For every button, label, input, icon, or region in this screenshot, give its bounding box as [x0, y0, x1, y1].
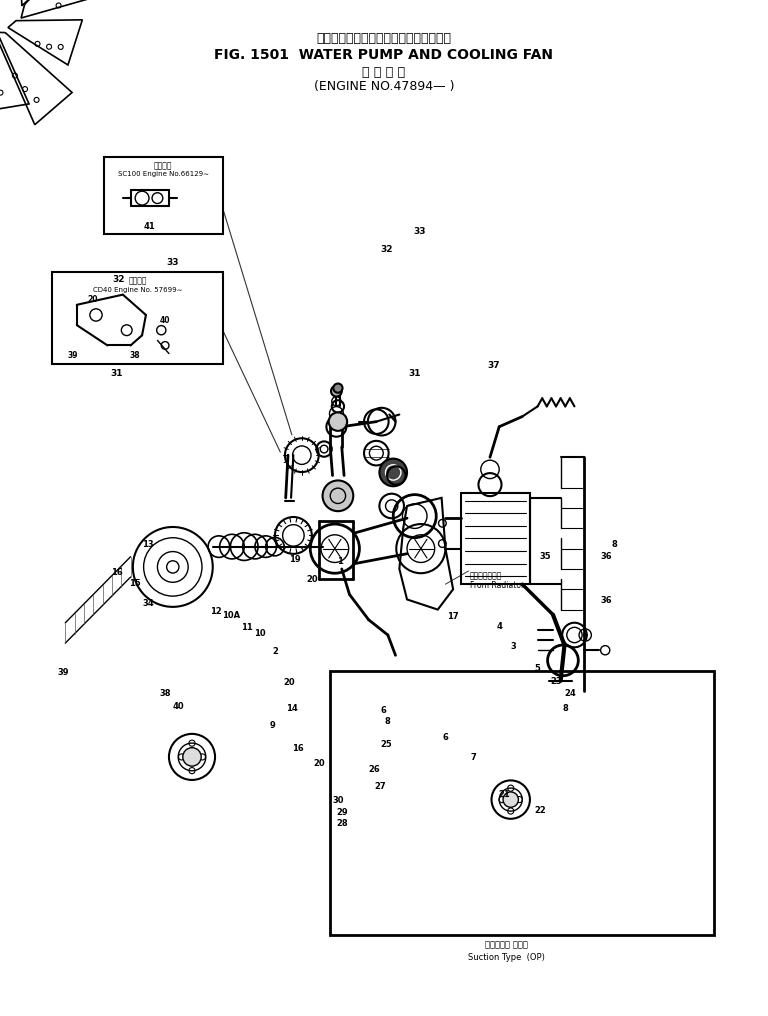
Text: 23: 23	[550, 678, 562, 686]
Text: 24: 24	[564, 690, 576, 698]
Text: 38: 38	[129, 352, 140, 360]
Text: 32: 32	[113, 275, 125, 283]
Text: 8: 8	[562, 704, 568, 712]
Circle shape	[379, 458, 407, 487]
Text: 15: 15	[129, 579, 141, 587]
Circle shape	[503, 791, 518, 808]
Text: 41: 41	[144, 223, 156, 231]
Text: 7: 7	[471, 754, 477, 762]
Text: 4: 4	[497, 623, 503, 631]
Text: 20: 20	[306, 575, 319, 583]
Text: CD40 Engine No. 57699∼: CD40 Engine No. 57699∼	[93, 287, 182, 293]
Circle shape	[323, 481, 353, 511]
Text: 26: 26	[368, 765, 380, 773]
Text: 適用号機: 適用号機	[128, 276, 147, 284]
Text: 16: 16	[292, 745, 304, 753]
Text: 適 用 号 機: 適 用 号 機	[362, 66, 406, 78]
Text: ラジエータから
From Radiator: ラジエータから From Radiator	[470, 571, 525, 590]
Text: 9: 9	[270, 721, 276, 729]
Text: 38: 38	[160, 690, 170, 698]
Text: 10: 10	[253, 630, 266, 638]
Text: FIG. 1501  WATER PUMP AND COOLING FAN: FIG. 1501 WATER PUMP AND COOLING FAN	[214, 48, 554, 62]
Text: 30: 30	[333, 797, 343, 805]
Text: 33: 33	[167, 258, 179, 266]
Text: 31: 31	[409, 370, 421, 378]
Text: 28: 28	[336, 820, 349, 828]
Text: 2: 2	[272, 647, 278, 655]
Text: 29: 29	[336, 809, 349, 817]
Text: 12: 12	[210, 608, 222, 616]
Text: 33: 33	[413, 228, 425, 236]
Text: 適用号機: 適用号機	[154, 162, 173, 170]
Text: 13: 13	[141, 541, 154, 549]
Text: 39: 39	[58, 669, 68, 677]
Text: 3: 3	[510, 642, 516, 650]
Text: 34: 34	[142, 599, 154, 608]
Text: 5: 5	[534, 664, 540, 673]
Text: SC100 Engine No.66129∼: SC100 Engine No.66129∼	[118, 171, 209, 177]
Text: ウォータポンプおよびクーリングファン: ウォータポンプおよびクーリングファン	[316, 33, 452, 45]
Text: 8: 8	[611, 541, 617, 549]
Text: 22: 22	[535, 807, 547, 815]
Circle shape	[331, 386, 342, 396]
Bar	[104, 157, 223, 234]
Text: (ENGINE NO.47894— ): (ENGINE NO.47894— )	[314, 80, 454, 92]
Text: 17: 17	[447, 613, 459, 621]
Text: 31: 31	[111, 370, 123, 378]
Text: 8: 8	[385, 717, 391, 725]
Text: 37: 37	[488, 362, 500, 370]
Bar	[461, 493, 530, 584]
Text: 20: 20	[283, 679, 296, 687]
Text: 6: 6	[380, 706, 386, 714]
Text: 40: 40	[172, 702, 184, 710]
Text: 39: 39	[68, 352, 78, 360]
Text: 20: 20	[87, 296, 98, 304]
Text: 35: 35	[539, 553, 551, 561]
Text: 40: 40	[160, 316, 170, 324]
Text: Suction Type  (OP): Suction Type (OP)	[468, 953, 545, 961]
Circle shape	[333, 383, 343, 393]
Text: 27: 27	[374, 782, 386, 790]
Bar	[330, 671, 714, 935]
Text: 6: 6	[442, 734, 449, 742]
Text: 16: 16	[111, 568, 123, 576]
Text: 36: 36	[601, 553, 613, 561]
Bar	[52, 272, 223, 364]
Text: 25: 25	[380, 741, 392, 749]
Circle shape	[329, 412, 347, 431]
Text: 14: 14	[286, 704, 298, 712]
Text: 19: 19	[289, 556, 301, 564]
Text: 20: 20	[313, 759, 326, 767]
Text: 36: 36	[601, 596, 613, 605]
Text: 1: 1	[337, 558, 343, 566]
Text: サクション タイプ: サクション タイプ	[485, 941, 528, 949]
Circle shape	[183, 748, 201, 766]
Text: 21: 21	[498, 790, 511, 799]
Text: 11: 11	[241, 624, 253, 632]
Text: 32: 32	[380, 246, 392, 254]
Text: 10A: 10A	[222, 612, 240, 620]
